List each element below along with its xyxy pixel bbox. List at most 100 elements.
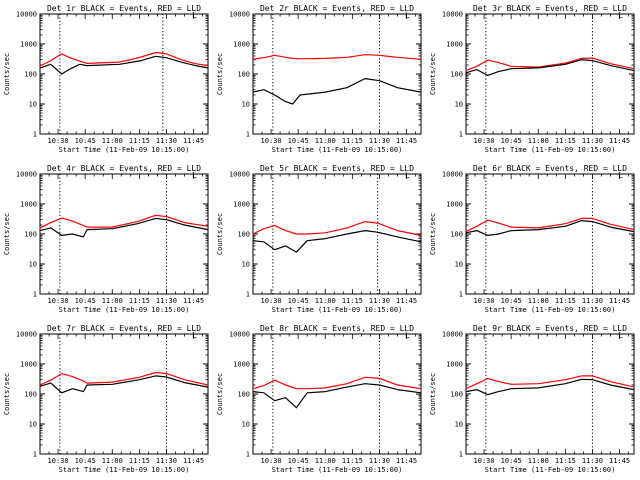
x-tick-label: 11:45 <box>183 457 204 465</box>
y-tick-label: 10 <box>29 261 37 269</box>
y-tick-label: 10 <box>242 421 250 429</box>
x-tick-label: 11:15 <box>342 297 363 305</box>
y-tick-label: 10000 <box>229 11 250 19</box>
x-tick-label: 11:15 <box>555 137 576 145</box>
corner-mark: L <box>192 11 197 20</box>
x-axis-title: Start Time (11-Feb-09 10:15:00) <box>59 466 190 474</box>
chart-title: Det 9r BLACK = Events, RED = LLD <box>473 324 627 333</box>
y-tick-label: 10 <box>242 261 250 269</box>
x-tick-label: 11:15 <box>555 297 576 305</box>
x-tick-label: 10:30 <box>48 457 69 465</box>
x-tick-label: 11:45 <box>609 137 630 145</box>
y-tick-label: 100 <box>237 71 250 79</box>
y-axis-title: Counts/sec <box>429 213 437 255</box>
x-axis-title: Start Time (11-Feb-09 10:15:00) <box>272 466 403 474</box>
series-line-red <box>252 221 422 236</box>
x-axis-title: Start Time (11-Feb-09 10:15:00) <box>59 306 190 314</box>
y-axis-title: Counts/sec <box>216 53 224 95</box>
x-tick-label: 10:45 <box>501 457 522 465</box>
y-tick-label: 1000 <box>446 201 463 209</box>
y-tick-label: 10000 <box>229 171 250 179</box>
x-tick-label: 11:45 <box>396 137 417 145</box>
x-axis-title: Start Time (11-Feb-09 10:15:00) <box>272 306 403 314</box>
y-tick-label: 1 <box>459 291 463 299</box>
series-line-black <box>465 378 635 396</box>
x-tick-label: 10:30 <box>474 137 495 145</box>
series-line-black <box>252 383 422 409</box>
y-tick-label: 1000 <box>233 361 250 369</box>
x-tick-label: 11:00 <box>528 457 549 465</box>
x-tick-label: 10:30 <box>474 297 495 305</box>
y-tick-label: 10 <box>29 421 37 429</box>
x-tick-label: 11:15 <box>129 457 150 465</box>
x-tick-label: 11:00 <box>315 297 336 305</box>
x-tick-label: 11:30 <box>156 457 177 465</box>
chart-title: Det 2r BLACK = Events, RED = LLD <box>260 4 414 13</box>
y-axis-title: Counts/sec <box>3 213 11 255</box>
y-axis-title: Counts/sec <box>3 53 11 95</box>
corner-mark: L <box>405 11 410 20</box>
x-tick-label: 10:30 <box>48 297 69 305</box>
x-tick-label: 11:00 <box>315 137 336 145</box>
y-tick-label: 10000 <box>16 171 37 179</box>
x-axis-title: Start Time (11-Feb-09 10:15:00) <box>485 466 616 474</box>
corner-mark: L <box>618 171 623 180</box>
y-axis-title: Counts/sec <box>429 373 437 415</box>
corner-mark: L <box>618 331 623 340</box>
y-tick-label: 1 <box>33 291 37 299</box>
corner-mark: L <box>192 171 197 180</box>
x-tick-label: 11:00 <box>102 297 123 305</box>
y-axis-title: Counts/sec <box>3 373 11 415</box>
x-tick-label: 11:30 <box>582 137 603 145</box>
chart-title: Det 6r BLACK = Events, RED = LLD <box>473 164 627 173</box>
y-axis-title: Counts/sec <box>216 213 224 255</box>
y-tick-label: 1000 <box>233 201 250 209</box>
x-tick-label: 11:45 <box>396 297 417 305</box>
x-tick-label: 11:45 <box>183 137 204 145</box>
series-line-red <box>39 51 209 67</box>
x-tick-label: 11:30 <box>582 457 603 465</box>
x-tick-label: 11:15 <box>342 137 363 145</box>
x-axis-title: Start Time (11-Feb-09 10:15:00) <box>59 146 190 154</box>
x-tick-label: 11:30 <box>582 297 603 305</box>
x-tick-label: 10:45 <box>288 457 309 465</box>
y-tick-label: 100 <box>237 391 250 399</box>
y-tick-label: 1000 <box>20 361 37 369</box>
y-tick-label: 100 <box>24 71 37 79</box>
series-line-red <box>39 371 209 386</box>
chart-title: Det 8r BLACK = Events, RED = LLD <box>260 324 414 333</box>
series-line-red <box>465 217 635 233</box>
y-tick-label: 10000 <box>442 331 463 339</box>
chart-title: Det 3r BLACK = Events, RED = LLD <box>473 4 627 13</box>
y-tick-label: 10 <box>455 101 463 109</box>
y-tick-label: 10000 <box>16 331 37 339</box>
x-tick-label: 11:30 <box>156 297 177 305</box>
series-line-black <box>39 55 209 75</box>
corner-mark: L <box>618 11 623 20</box>
x-tick-label: 11:00 <box>528 297 549 305</box>
y-axis-title: Counts/sec <box>216 373 224 415</box>
x-tick-label: 10:45 <box>75 137 96 145</box>
plot-frame <box>252 13 422 135</box>
x-tick-label: 11:45 <box>609 457 630 465</box>
y-tick-label: 1 <box>459 451 463 459</box>
plot-frame <box>252 173 422 295</box>
plot-frame <box>39 13 209 135</box>
x-tick-label: 11:00 <box>315 457 336 465</box>
x-tick-label: 10:30 <box>261 457 282 465</box>
y-tick-label: 10000 <box>229 331 250 339</box>
series-line-red <box>465 57 635 72</box>
x-tick-label: 11:15 <box>129 297 150 305</box>
series-line-black <box>39 375 209 394</box>
x-tick-label: 10:30 <box>261 137 282 145</box>
chart-title: Det 5r BLACK = Events, RED = LLD <box>260 164 414 173</box>
corner-mark: L <box>405 331 410 340</box>
x-tick-label: 11:00 <box>102 137 123 145</box>
plot-frame <box>252 333 422 455</box>
series-line-red <box>252 54 422 60</box>
